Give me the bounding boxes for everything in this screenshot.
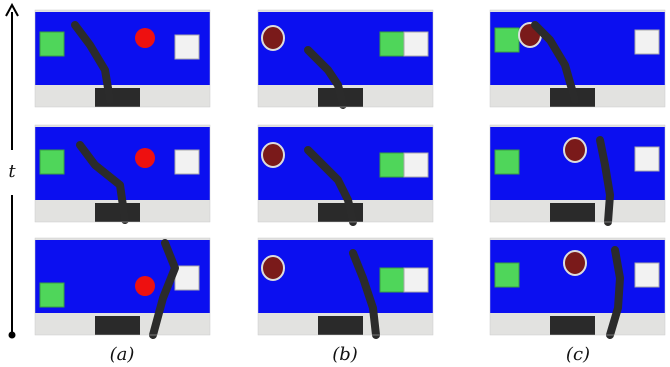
white-cube [404, 268, 428, 292]
white-cube [404, 32, 428, 56]
green-cube [380, 268, 404, 292]
page: t (a) (b) (c) (() => { const data = JSON… [0, 0, 670, 367]
frame [490, 125, 665, 222]
white-cube [404, 153, 428, 177]
green-cube [495, 150, 519, 174]
robot-base [550, 316, 595, 335]
green-cube [495, 263, 519, 287]
red-object [135, 28, 155, 48]
green-cube [380, 153, 404, 177]
robot-base [550, 203, 595, 222]
frame [258, 125, 433, 222]
panel-label: (c) [566, 344, 590, 365]
white-cube [635, 30, 659, 54]
green-cube [495, 28, 519, 52]
axis-origin [9, 332, 16, 339]
can [564, 138, 586, 162]
white-cube [635, 147, 659, 171]
robot-base [318, 316, 363, 335]
can [262, 26, 284, 50]
robot-base [95, 316, 140, 335]
green-cube [380, 32, 404, 56]
green-cube [40, 150, 64, 174]
can [564, 251, 586, 275]
green-cube [40, 283, 64, 307]
axis-label: t [8, 161, 16, 182]
frame [490, 10, 665, 107]
robot-base [95, 88, 140, 107]
frame [258, 10, 433, 107]
time-axis: t [6, 5, 18, 339]
frames [35, 10, 665, 335]
green-cube [40, 32, 64, 56]
panel-label: (b) [332, 344, 358, 365]
can [262, 143, 284, 167]
can [262, 256, 284, 280]
robot-base [95, 203, 140, 222]
red-object [135, 148, 155, 168]
red-object [135, 276, 155, 296]
figure: t (a) (b) (c) [0, 0, 670, 367]
panel-label: (a) [110, 344, 135, 365]
frame [258, 238, 433, 335]
frame [35, 238, 210, 335]
frame [35, 125, 210, 222]
white-cube [635, 263, 659, 287]
frame [490, 238, 665, 335]
white-cube [175, 35, 199, 59]
frame [35, 10, 210, 107]
white-cube [175, 150, 199, 174]
